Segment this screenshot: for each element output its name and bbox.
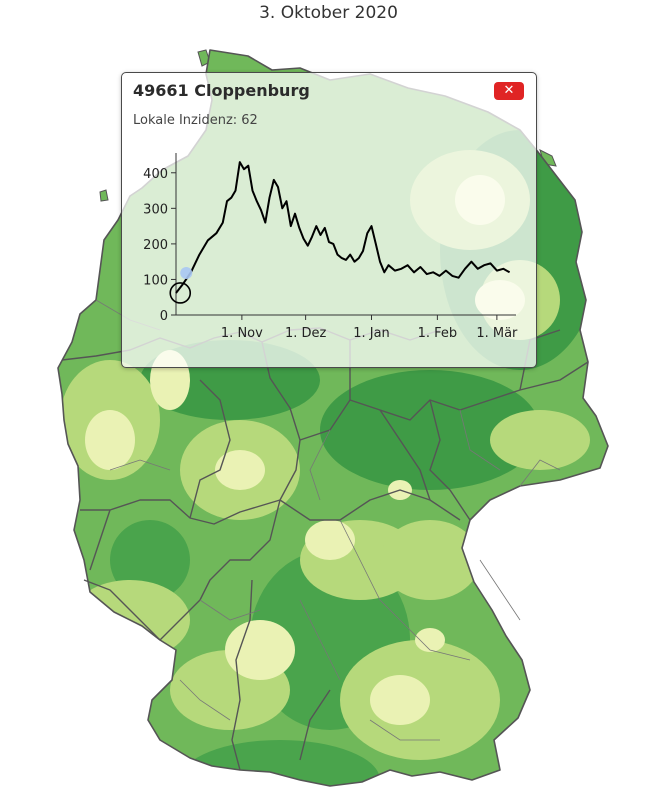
x-tick-label: 1. Nov — [221, 326, 263, 341]
popup-title: 49661 Cloppenburg — [133, 81, 310, 100]
close-button[interactable]: ✕ — [494, 82, 524, 100]
y-tick-label: 400 — [143, 167, 168, 182]
y-tick-label: 100 — [143, 273, 168, 288]
district-popup: 0 100 200 300 400 1. Nov 1. Dez 1. Jan 1. Feb 1.… — [121, 72, 537, 368]
incidence-label: Lokale Inzidenz: — [133, 113, 238, 128]
chart-axes — [175, 153, 516, 316]
current-date-marker — [169, 282, 192, 304]
y-tick-label: 0 — [160, 309, 168, 324]
x-axis-ticks: 1. Nov 1. Dez 1. Jan 1. Feb 1. Mär — [221, 315, 518, 341]
close-icon: ✕ — [503, 83, 515, 98]
x-tick-label: 1. Jan — [353, 326, 390, 341]
series-line-incidence — [175, 161, 511, 294]
x-tick-label: 1. Mär — [476, 326, 518, 341]
y-tick-label: 200 — [143, 238, 168, 253]
local-incidence: Lokale Inzidenz: 62 — [133, 113, 258, 128]
x-tick-label: 1. Dez — [285, 326, 327, 341]
incidence-value: 62 — [241, 113, 258, 128]
date-title: 3. Oktober 2020 — [259, 3, 398, 23]
y-axis-ticks: 0 100 200 300 400 — [143, 167, 176, 324]
current-value-highlight — [180, 266, 193, 279]
y-tick-label: 300 — [143, 202, 168, 217]
x-tick-label: 1. Feb — [418, 326, 458, 341]
